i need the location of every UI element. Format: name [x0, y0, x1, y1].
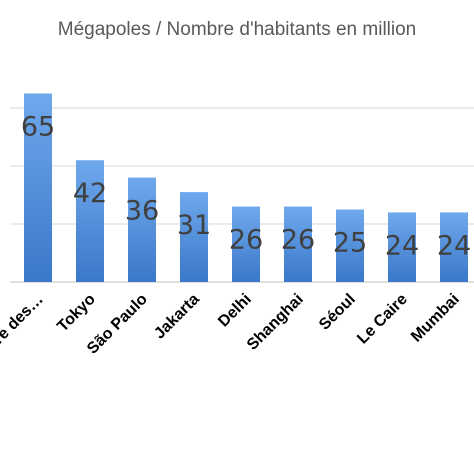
data-label: 24	[385, 230, 419, 261]
category-label: Delhi	[215, 291, 255, 331]
bar	[76, 160, 104, 282]
data-label: 26	[281, 225, 315, 256]
category-label: Jakarta	[151, 291, 203, 343]
bar	[24, 93, 52, 282]
category-label: Séoul	[316, 291, 359, 334]
data-label: 36	[125, 196, 159, 227]
bar	[128, 177, 156, 282]
data-label: 31	[177, 210, 211, 241]
data-label: 42	[73, 178, 107, 209]
bar	[388, 212, 416, 282]
data-label: 25	[333, 228, 367, 259]
data-label: 65	[21, 112, 55, 143]
chart-title: Mégapoles / Nombre d'habitants en millio…	[57, 19, 417, 40]
data-label: 24	[437, 230, 471, 261]
data-label: 26	[229, 225, 263, 256]
bar	[284, 206, 312, 282]
category-label: Le Caire	[354, 291, 411, 348]
category-label: Mumbai	[408, 291, 463, 346]
bar	[440, 212, 468, 282]
bar	[336, 209, 364, 282]
category-label: Tokyo	[54, 291, 99, 336]
category-label: Shanghai	[244, 291, 307, 354]
bar	[180, 192, 208, 282]
category-label: re des…	[0, 291, 47, 348]
bar	[232, 206, 260, 282]
